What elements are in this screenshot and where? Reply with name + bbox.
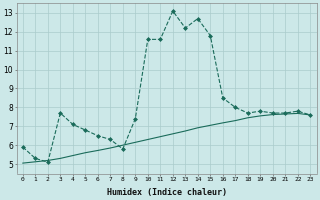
X-axis label: Humidex (Indice chaleur): Humidex (Indice chaleur) <box>107 188 227 197</box>
